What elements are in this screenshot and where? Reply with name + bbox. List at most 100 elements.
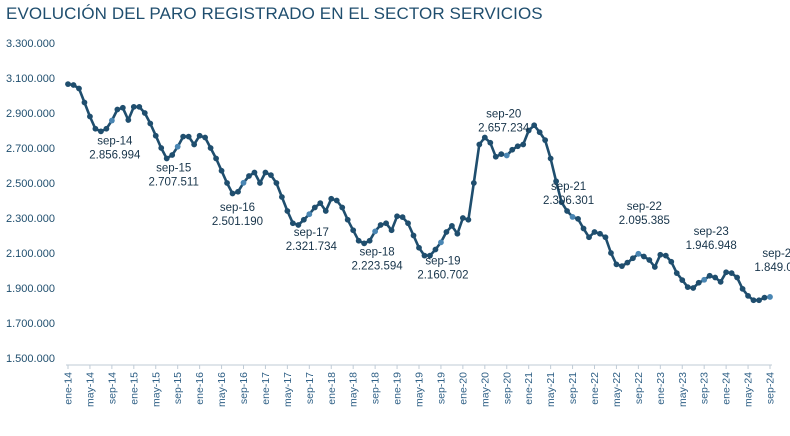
x-tick-label: may-16	[216, 372, 228, 407]
data-point	[662, 252, 669, 259]
annotation-value: 2.657.234	[478, 122, 530, 134]
x-tick-label: ene-22	[589, 372, 601, 405]
y-tick-label: 1.500.000	[6, 353, 55, 365]
data-point	[311, 204, 318, 211]
annotation-sep-15: sep-15 2.707.511	[149, 163, 199, 189]
data-point	[235, 188, 241, 195]
x-tick-label: may-24	[743, 372, 755, 407]
annotation-value: 2.223.594	[352, 260, 404, 272]
data-point	[218, 167, 225, 174]
data-point	[394, 213, 400, 220]
data-point	[525, 127, 532, 134]
x-tick-label: sep-17	[304, 372, 316, 404]
data-point	[679, 277, 686, 284]
annotation-month: sep-14	[97, 136, 133, 148]
data-point	[92, 125, 99, 132]
data-point	[767, 294, 773, 300]
data-point	[684, 284, 691, 291]
y-tick-label: 2.100.000	[6, 248, 55, 260]
data-point	[438, 239, 444, 246]
data-point	[361, 240, 368, 247]
chart-title: EVOLUCIÓN DEL PARO REGISTRADO EN EL SECT…	[6, 4, 543, 23]
x-tick-label: ene-21	[523, 372, 535, 405]
data-point	[470, 180, 477, 186]
data-point	[657, 251, 664, 258]
x-tick-label: may-14	[84, 372, 96, 407]
data-point	[306, 211, 313, 218]
annotation-month: sep-16	[220, 202, 255, 214]
y-tick-label: 1.900.000	[6, 283, 55, 295]
data-point	[322, 208, 329, 214]
data-point	[333, 197, 340, 204]
data-point	[416, 244, 422, 251]
data-point	[668, 258, 675, 265]
data-point	[531, 122, 538, 129]
data-point	[108, 117, 115, 124]
x-tick-label: ene-14	[63, 372, 75, 405]
data-point	[147, 120, 154, 127]
data-point	[421, 252, 428, 259]
annotation-month: sep-20	[486, 108, 521, 120]
data-point	[750, 297, 757, 304]
annotation-value: 2.501.190	[212, 216, 263, 228]
data-point	[673, 270, 680, 277]
data-point	[202, 134, 209, 141]
data-point	[564, 208, 570, 214]
data-point	[196, 132, 203, 139]
data-point	[339, 204, 346, 211]
data-point	[520, 141, 527, 148]
data-point	[498, 151, 505, 158]
data-point	[547, 155, 554, 162]
data-point	[575, 215, 581, 222]
y-tick-label: 2.900.000	[6, 108, 55, 120]
data-point	[141, 110, 148, 116]
data-point	[278, 194, 285, 200]
data-point	[619, 263, 625, 270]
x-tick-label: sep-15	[172, 372, 184, 404]
data-point	[180, 133, 187, 140]
data-point	[427, 252, 433, 259]
data-point	[514, 143, 521, 150]
y-tick-label: 2.700.000	[6, 143, 55, 155]
data-point	[65, 81, 71, 88]
data-point	[613, 261, 620, 268]
data-point	[432, 246, 439, 253]
data-point	[268, 172, 274, 179]
data-point	[542, 137, 549, 144]
data-point	[717, 278, 724, 285]
data-point	[586, 234, 592, 241]
x-tick-label: sep-22	[633, 372, 645, 404]
data-point	[597, 230, 603, 237]
data-point	[712, 274, 719, 281]
annotation-value: 2.707.511	[149, 177, 199, 189]
data-point	[723, 269, 730, 276]
data-point	[745, 292, 751, 299]
data-point	[81, 99, 88, 106]
data-point	[761, 294, 768, 301]
data-point	[289, 220, 296, 227]
data-point	[481, 134, 488, 141]
data-point	[191, 141, 198, 148]
data-point	[487, 139, 494, 146]
annotation-month: sep-24	[762, 248, 790, 260]
data-point	[317, 200, 324, 207]
data-point	[366, 237, 373, 244]
data-point	[503, 152, 510, 159]
y-tick-label: 2.300.000	[6, 213, 55, 225]
data-point	[734, 274, 740, 281]
data-point	[295, 222, 302, 228]
data-point	[476, 141, 483, 148]
data-point	[739, 285, 746, 292]
data-point	[602, 234, 609, 241]
data-point	[136, 103, 143, 110]
x-axis: ene-14 may-14 sep-14 ene-15 may-15 sep-15 ene-…	[63, 364, 777, 407]
data-point	[640, 253, 647, 260]
data-point	[344, 216, 351, 223]
series-line	[67, 82, 771, 302]
x-tick-label: ene-20	[457, 372, 469, 405]
data-point	[492, 153, 499, 160]
x-tick-label: ene-16	[194, 372, 206, 405]
x-tick-label: may-17	[282, 372, 294, 407]
x-tick-label: ene-15	[128, 372, 140, 405]
